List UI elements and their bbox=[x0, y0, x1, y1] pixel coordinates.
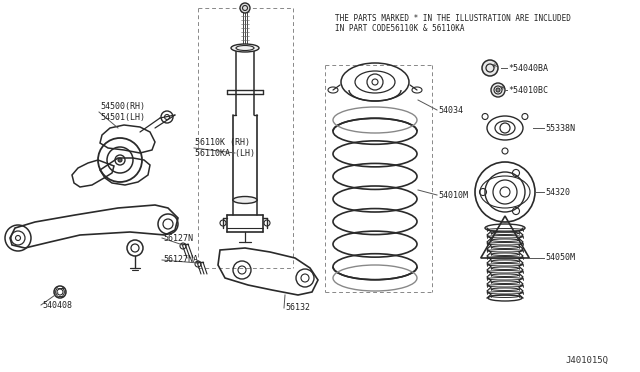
Text: 55338N: 55338N bbox=[545, 124, 575, 132]
Ellipse shape bbox=[231, 44, 259, 52]
Circle shape bbox=[240, 3, 250, 13]
Text: 56110K (RH)
56110KA (LH): 56110K (RH) 56110KA (LH) bbox=[195, 138, 255, 158]
Text: 56132: 56132 bbox=[285, 304, 310, 312]
Text: IN PART CODE56110K & 56110KA: IN PART CODE56110K & 56110KA bbox=[335, 23, 465, 32]
Text: 54010M: 54010M bbox=[438, 190, 468, 199]
Text: 54320: 54320 bbox=[545, 187, 570, 196]
Circle shape bbox=[482, 60, 498, 76]
Circle shape bbox=[118, 158, 122, 162]
Text: 54034: 54034 bbox=[438, 106, 463, 115]
Text: *54010BC: *54010BC bbox=[508, 86, 548, 94]
Text: 540408: 540408 bbox=[42, 301, 72, 310]
Circle shape bbox=[496, 88, 500, 92]
Text: *: * bbox=[499, 85, 505, 95]
Text: J401015Q: J401015Q bbox=[565, 356, 608, 365]
Text: 54500(RH)
54501(LH): 54500(RH) 54501(LH) bbox=[100, 102, 145, 122]
Text: 54050M: 54050M bbox=[545, 253, 575, 263]
Text: 56127N: 56127N bbox=[163, 234, 193, 243]
Text: *54040BA: *54040BA bbox=[508, 64, 548, 73]
Text: THE PARTS MARKED * IN THE ILLUSTRATION ARE INCLUDED: THE PARTS MARKED * IN THE ILLUSTRATION A… bbox=[335, 13, 571, 22]
Ellipse shape bbox=[233, 196, 257, 203]
Text: 56127NA: 56127NA bbox=[163, 256, 198, 264]
Circle shape bbox=[491, 83, 505, 97]
Text: *: * bbox=[491, 63, 497, 73]
